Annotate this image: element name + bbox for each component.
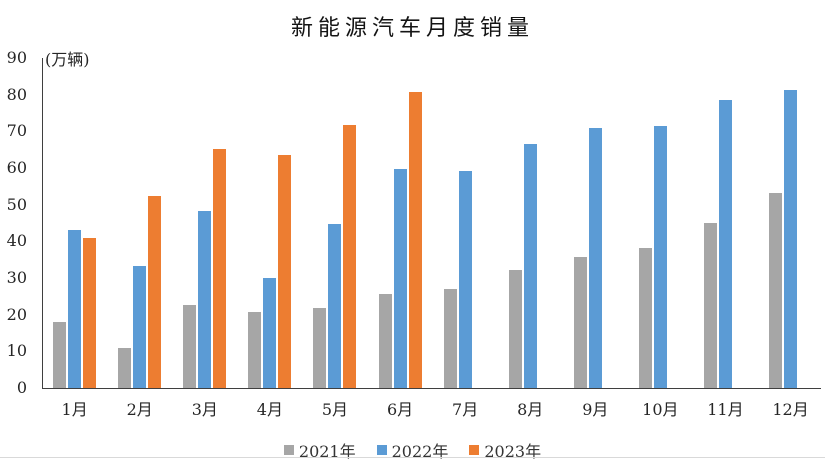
bar-2021年-8月 — [508, 270, 522, 388]
bar-2023年-2月 — [148, 195, 162, 388]
y-tick-label-60: 60 — [6, 158, 27, 177]
bar-2021年-4月 — [248, 312, 262, 388]
chart-title: 新能源汽车月度销量 — [290, 16, 534, 41]
x-axis-label-1月: 1月 — [61, 400, 88, 419]
y-axis-line — [42, 58, 43, 388]
y-tick-label-70: 70 — [6, 121, 27, 141]
legend-swatch-2022年 — [376, 445, 387, 455]
x-axis-label-5月: 5月 — [321, 400, 349, 419]
legend-label-2021年: 2021年 — [298, 442, 356, 461]
y-tick-label-50: 50 — [6, 194, 27, 214]
legend-label-2023年: 2023年 — [484, 442, 542, 461]
x-axis-label-11月: 11月 — [707, 400, 744, 419]
bar-2021年-7月 — [443, 288, 457, 388]
x-axis-label-10月: 10月 — [642, 400, 679, 419]
x-axis-label-4月: 4月 — [256, 400, 283, 419]
bar-2023年-3月 — [213, 148, 227, 388]
legend-item-2023年: 2023年 — [469, 438, 541, 462]
bar-2022年-2月 — [133, 265, 147, 388]
y-tick-label-40: 40 — [6, 231, 27, 251]
legend-label-2022年: 2022年 — [391, 442, 449, 461]
x-axis-label-6月: 6月 — [386, 400, 414, 419]
y-tick-label-20: 20 — [6, 304, 27, 324]
bar-2022年-9月 — [588, 128, 602, 388]
bar-2023年-1月 — [83, 238, 97, 388]
bar-2022年-10月 — [653, 126, 667, 388]
bar-2022年-5月 — [328, 224, 342, 388]
y-tick-label-30: 30 — [6, 268, 27, 287]
bar-2021年-12月 — [769, 193, 783, 388]
y-tick-label-10: 10 — [6, 341, 27, 361]
x-axis-label-3月: 3月 — [191, 400, 218, 419]
bar-2022年-1月 — [68, 229, 82, 388]
bar-2023年-4月 — [278, 154, 292, 388]
bar-2021年-9月 — [573, 257, 587, 388]
x-axis-label-7月: 7月 — [452, 400, 479, 419]
bar-2021年-5月 — [313, 308, 327, 388]
legend-item-2021年: 2021年 — [283, 438, 356, 462]
legend-swatch-2023年 — [469, 445, 480, 455]
y-tick-label-80: 80 — [6, 84, 27, 104]
legend-swatch-2021年 — [283, 445, 294, 455]
bar-2021年-11月 — [703, 223, 717, 388]
bar-2021年-2月 — [118, 347, 132, 388]
bar-2022年-6月 — [393, 169, 407, 388]
x-axis-line — [42, 388, 821, 389]
bar-2022年-4月 — [263, 278, 277, 388]
bar-2021年-1月 — [53, 322, 67, 388]
bar-2022年-7月 — [458, 170, 472, 388]
y-axis-unit-label: (万辆) — [45, 50, 90, 69]
bar-2023年-6月 — [408, 92, 422, 388]
y-tick-label-0: 0 — [16, 378, 27, 397]
bottom-divider — [0, 457, 825, 458]
y-tick-label-90: 90 — [6, 48, 27, 67]
legend: 2021年 2022年 2023年 — [0, 438, 825, 462]
bar-2021年-10月 — [638, 247, 652, 388]
bar-2023年-5月 — [343, 125, 357, 388]
bar-2022年-8月 — [523, 143, 537, 388]
bar-2021年-6月 — [378, 294, 392, 388]
legend-item-2022年: 2022年 — [376, 438, 449, 462]
x-axis-label-2月: 2月 — [126, 400, 153, 419]
x-axis-label-12月: 12月 — [772, 400, 809, 419]
bar-2022年-12月 — [784, 89, 798, 388]
bar-2021年-3月 — [183, 305, 197, 388]
x-axis-label-9月: 9月 — [582, 400, 609, 419]
bar-2022年-11月 — [718, 99, 732, 388]
bar-2022年-3月 — [198, 210, 212, 388]
x-axis-label-8月: 8月 — [517, 400, 544, 419]
